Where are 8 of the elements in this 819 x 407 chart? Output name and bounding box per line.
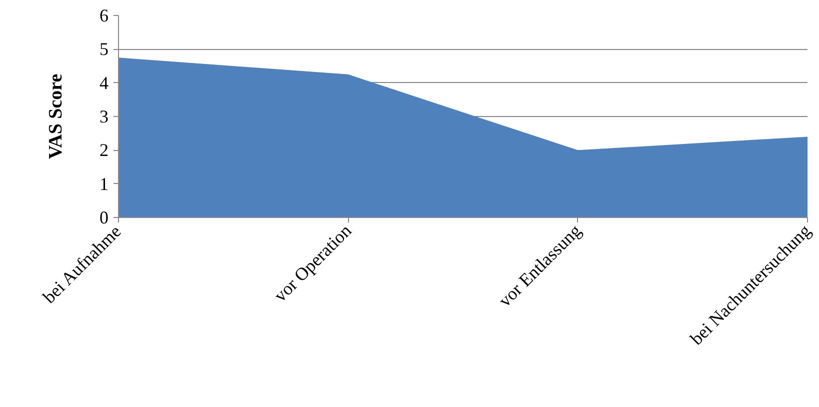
y-axis-title: VAS Score: [46, 74, 66, 160]
y-tick-label: 3: [100, 106, 108, 126]
y-tick-label: 2: [100, 140, 108, 160]
y-tick-label: 0: [100, 208, 108, 228]
y-tick-label: 5: [100, 39, 108, 60]
y-tick-label: 1: [100, 174, 108, 194]
y-tick-label: 4: [100, 72, 108, 93]
y-tick-label: 6: [100, 6, 108, 26]
